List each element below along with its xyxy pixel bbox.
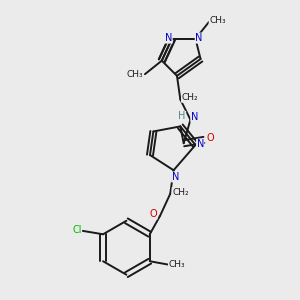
- Text: Cl: Cl: [72, 225, 82, 235]
- Text: N: N: [172, 172, 179, 182]
- Text: N: N: [165, 33, 172, 43]
- Text: CH₂: CH₂: [172, 188, 189, 196]
- Text: O: O: [206, 133, 214, 143]
- Text: N: N: [196, 139, 204, 149]
- Text: CH₃: CH₃: [127, 70, 143, 79]
- Text: O: O: [150, 209, 157, 219]
- Text: H: H: [178, 111, 186, 121]
- Text: CH₂: CH₂: [182, 93, 198, 102]
- Text: N: N: [195, 33, 203, 43]
- Text: N: N: [191, 112, 198, 122]
- Text: CH₃: CH₃: [168, 260, 185, 269]
- Text: CH₃: CH₃: [209, 16, 226, 25]
